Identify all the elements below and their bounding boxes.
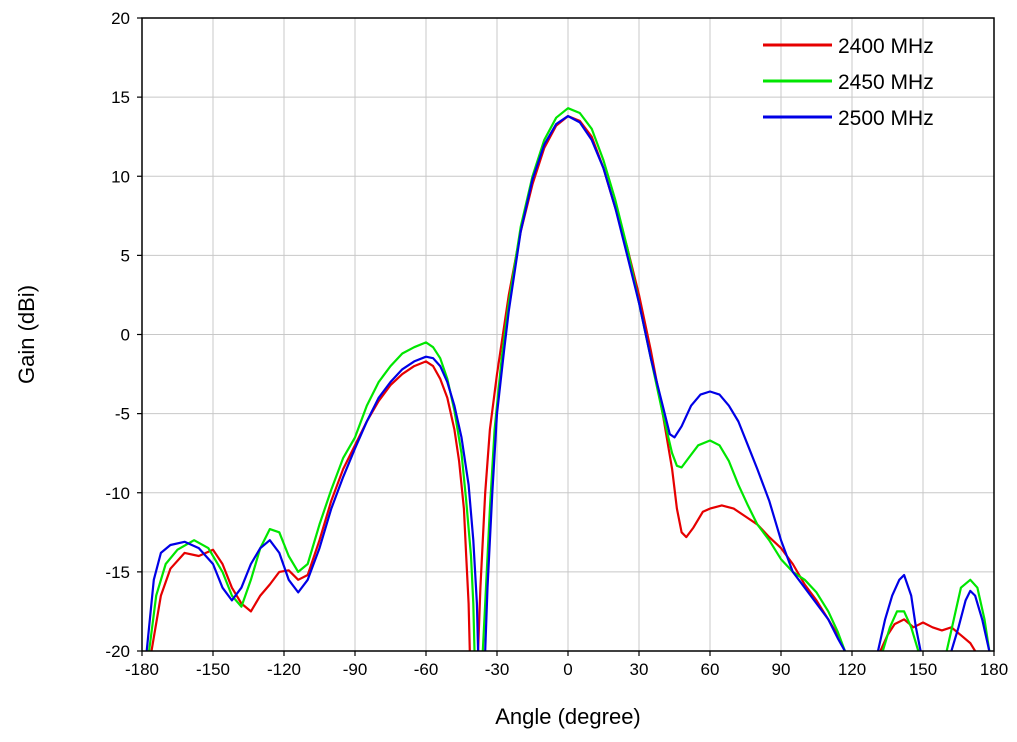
legend-item: 2450 MHz [763, 71, 934, 94]
series-line [881, 610, 920, 651]
series-line [481, 107, 847, 651]
x-tick-label: 120 [838, 660, 866, 679]
axis-ticks: -180 -150 -120 -90 -60 -30 0 30 60 90 120 150 180-20… [105, 9, 1008, 679]
x-tick-label: -120 [267, 660, 301, 679]
series-2 [145, 114, 991, 651]
y-axis-title: Gain (dBi) [14, 285, 39, 384]
series-line [879, 618, 977, 651]
x-axis-title: Angle (degree) [495, 704, 641, 729]
series-line [876, 573, 922, 651]
x-tick-label: -180 [125, 660, 159, 679]
y-tick-label: -5 [115, 405, 130, 424]
x-tick-label: 180 [980, 660, 1008, 679]
x-tick-label: -30 [485, 660, 510, 679]
y-tick-label: 15 [111, 88, 130, 107]
series-1 [148, 107, 991, 651]
legend-item: 2400 MHz [763, 35, 934, 58]
x-tick-label: 90 [772, 660, 791, 679]
legend-label: 2450 MHz [838, 71, 934, 94]
y-tick-label: 5 [121, 246, 130, 265]
legend-item: 2500 MHz [763, 107, 934, 130]
x-tick-label: 60 [701, 660, 720, 679]
legend-label: 2400 MHz [838, 35, 934, 58]
x-tick-label: 150 [909, 660, 937, 679]
series-line [950, 589, 991, 651]
series-line [150, 360, 471, 651]
x-tick-label: -60 [414, 660, 439, 679]
series-line [945, 578, 991, 651]
series-lines [145, 107, 991, 651]
y-tick-label: 20 [111, 9, 130, 28]
x-tick-label: -150 [196, 660, 230, 679]
y-tick-label: -10 [105, 484, 130, 503]
y-tick-label: -15 [105, 563, 130, 582]
x-tick-label: -90 [343, 660, 368, 679]
x-tick-label: 30 [630, 660, 649, 679]
y-tick-label: 0 [121, 326, 130, 345]
legend-label: 2500 MHz [838, 107, 934, 130]
series-line [477, 114, 847, 651]
series-line [484, 114, 847, 651]
y-tick-label: -20 [105, 642, 130, 661]
series-line [145, 355, 480, 651]
legend: 2400 MHz 2450 MHz 2500 MHz [763, 35, 934, 130]
y-tick-label: 10 [111, 167, 130, 186]
x-tick-label: 0 [563, 660, 572, 679]
